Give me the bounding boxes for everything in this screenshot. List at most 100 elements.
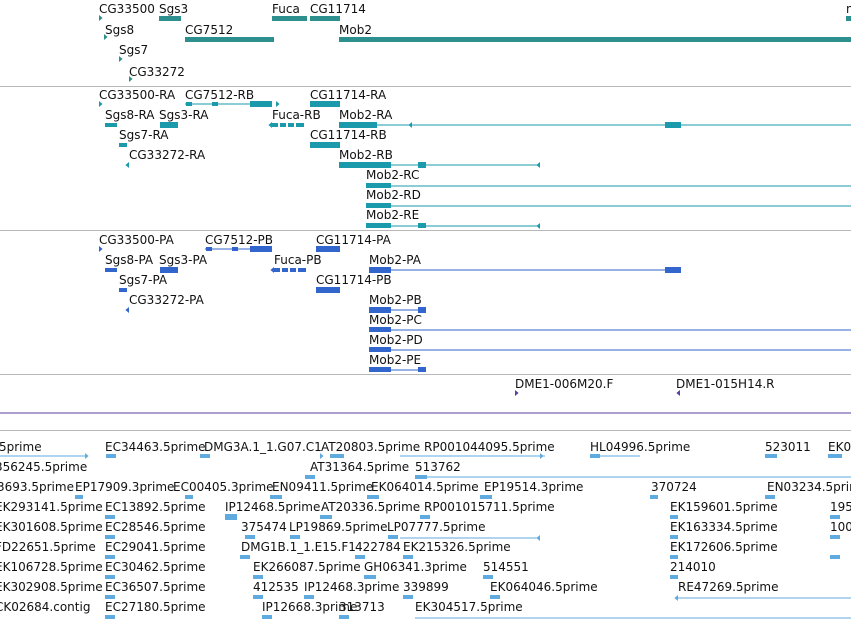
ests-feature-label[interactable]: RE47269.5prime [678, 580, 779, 594]
feature-block[interactable] [355, 555, 365, 559]
feature-block[interactable] [670, 575, 678, 579]
proteins-feature-label[interactable]: Sgs3-PA [159, 253, 208, 267]
strand-arrow-right-icon[interactable] [85, 453, 89, 459]
genes-feature-label[interactable]: CG33272 [129, 65, 185, 79]
feature-block[interactable] [105, 615, 115, 619]
proteins-feature-label[interactable]: Fuca-PB [274, 253, 322, 267]
feature-block[interactable] [330, 454, 344, 458]
ests-feature-label[interactable]: 523011 [765, 440, 811, 454]
feature-block[interactable] [119, 143, 127, 147]
proteins-feature-label[interactable]: Mob2-PC [369, 313, 422, 327]
ests-feature-label[interactable]: 422784 [355, 540, 401, 554]
transcripts-feature-label[interactable]: CG7512-RB [185, 88, 255, 102]
ests-feature-label[interactable]: 214010 [670, 560, 716, 574]
ests-feature-label[interactable]: IP12668.3prime [262, 600, 358, 614]
feature-block[interactable] [225, 514, 237, 520]
transcripts-feature-label[interactable]: Mob2-RE [366, 208, 420, 222]
feature-block[interactable] [339, 37, 851, 42]
ests-feature-label[interactable]: EK064014.5prime [371, 480, 479, 494]
ests-feature-label[interactable]: EK302908.5prime [0, 580, 103, 594]
feature-block[interactable] [119, 288, 127, 292]
ests-feature-label[interactable]: EK0 [828, 440, 851, 454]
genes-feature-label[interactable]: CG33500 [99, 2, 155, 16]
feature-block[interactable] [670, 535, 678, 539]
feature-block[interactable] [320, 515, 332, 519]
feature-block[interactable] [480, 495, 492, 499]
feature-block[interactable] [670, 555, 678, 559]
feature-block[interactable] [105, 575, 115, 579]
proteins-feature-label[interactable]: Mob2-PA [369, 253, 421, 267]
feature-block[interactable] [650, 495, 658, 499]
ests-feature-label[interactable]: 195 [830, 500, 851, 514]
ests-feature-label[interactable]: 375474 [241, 520, 287, 534]
ests-feature-label[interactable]: EK172606.5prime [670, 540, 778, 554]
strand-arrow-left-icon[interactable] [125, 162, 129, 168]
feature-block[interactable] [185, 495, 193, 499]
feature-block[interactable] [665, 122, 681, 128]
ests-feature-label[interactable]: EP19514.3prime [484, 480, 584, 494]
feature-block[interactable] [105, 515, 115, 519]
transcripts-feature-label[interactable]: CG33272-RA [129, 148, 206, 162]
feature-block[interactable] [75, 495, 83, 499]
ests-feature-label[interactable]: EN03234.5prime [767, 480, 851, 494]
feature-block[interactable] [274, 268, 280, 272]
ests-feature-label[interactable]: EK159601.5prime [670, 500, 778, 514]
feature-block[interactable] [369, 267, 391, 273]
feature-block[interactable] [288, 123, 294, 127]
clones-feature-label[interactable]: DME1-015H14.R [676, 377, 775, 391]
feature-block[interactable] [253, 575, 263, 579]
ests-feature-label[interactable]: AT20336.5prime [321, 500, 421, 514]
feature-block[interactable] [316, 246, 340, 252]
feature-block[interactable] [105, 535, 115, 539]
proteins-feature-label[interactable]: Mob2-PB [369, 293, 422, 307]
feature-block[interactable] [262, 615, 272, 619]
feature-block[interactable] [665, 267, 681, 273]
proteins-feature-label[interactable]: CG33500-PA [99, 233, 174, 247]
ests-feature-label[interactable]: EC34463.5prime [105, 440, 206, 454]
feature-block[interactable] [339, 162, 391, 168]
feature-block[interactable] [245, 535, 255, 539]
strand-arrow-right-icon[interactable] [99, 15, 103, 21]
feature-block[interactable] [200, 454, 210, 458]
strand-arrow-left-icon[interactable] [536, 223, 540, 229]
feature-block[interactable] [105, 123, 117, 127]
genes-feature-label[interactable]: Sgs7 [119, 43, 149, 57]
ests-feature-label[interactable]: 100 [830, 520, 851, 534]
genes-feature-label[interactable]: Mob2 [339, 23, 372, 37]
feature-block[interactable] [418, 162, 426, 168]
ests-feature-label[interactable]: DMG3A.1_1.G07.C1 [204, 440, 322, 454]
ests-feature-label[interactable]: 370724 [651, 480, 697, 494]
proteins-feature-label[interactable]: CG11714-PA [316, 233, 391, 247]
clones-feature-label[interactable]: DME1-006M20.F [515, 377, 614, 391]
feature-block[interactable] [105, 595, 115, 599]
ests-feature-label[interactable]: DMG1B.1_1.E15.F1 [241, 540, 356, 554]
ests-feature-label[interactable]: EN09411.5prime [272, 480, 374, 494]
feature-block[interactable] [418, 307, 426, 313]
ests-feature-label[interactable]: IP12468.5prime [225, 500, 321, 514]
ests-feature-label[interactable]: EP17909.3prime [75, 480, 175, 494]
ests-feature-label[interactable]: 412535 [253, 580, 299, 594]
feature-block[interactable] [364, 575, 376, 579]
strand-arrow-left-icon[interactable] [536, 162, 540, 168]
ests-feature-label[interactable]: EC00405.3prime [173, 480, 274, 494]
transcripts-feature-label[interactable]: CG33500-RA [99, 88, 176, 102]
strand-arrow-left-icon[interactable] [408, 122, 412, 128]
feature-block[interactable] [253, 595, 263, 599]
transcripts-feature-label[interactable]: Mob2-RD [366, 188, 421, 202]
ests-feature-label[interactable]: FD22651.5prime [0, 540, 96, 554]
feature-block[interactable] [369, 327, 391, 332]
feature-block[interactable] [339, 615, 349, 619]
feature-block[interactable] [366, 203, 391, 208]
proteins-feature-label[interactable]: Sgs7-PA [119, 273, 168, 287]
genes-feature-label[interactable]: n [846, 2, 851, 16]
feature-block[interactable] [418, 367, 426, 372]
ests-feature-label[interactable]: EK304517.5prime [415, 600, 523, 614]
ests-feature-label[interactable]: 313713 [339, 600, 385, 614]
ests-feature-label[interactable]: EK266087.5prime [253, 560, 361, 574]
ests-feature-label[interactable]: 5prime [0, 440, 42, 454]
feature-block[interactable] [290, 268, 296, 272]
feature-block[interactable] [212, 102, 218, 106]
feature-block[interactable] [310, 142, 340, 148]
feature-block[interactable] [846, 16, 851, 21]
transcripts-feature-label[interactable]: Mob2-RA [339, 108, 393, 122]
